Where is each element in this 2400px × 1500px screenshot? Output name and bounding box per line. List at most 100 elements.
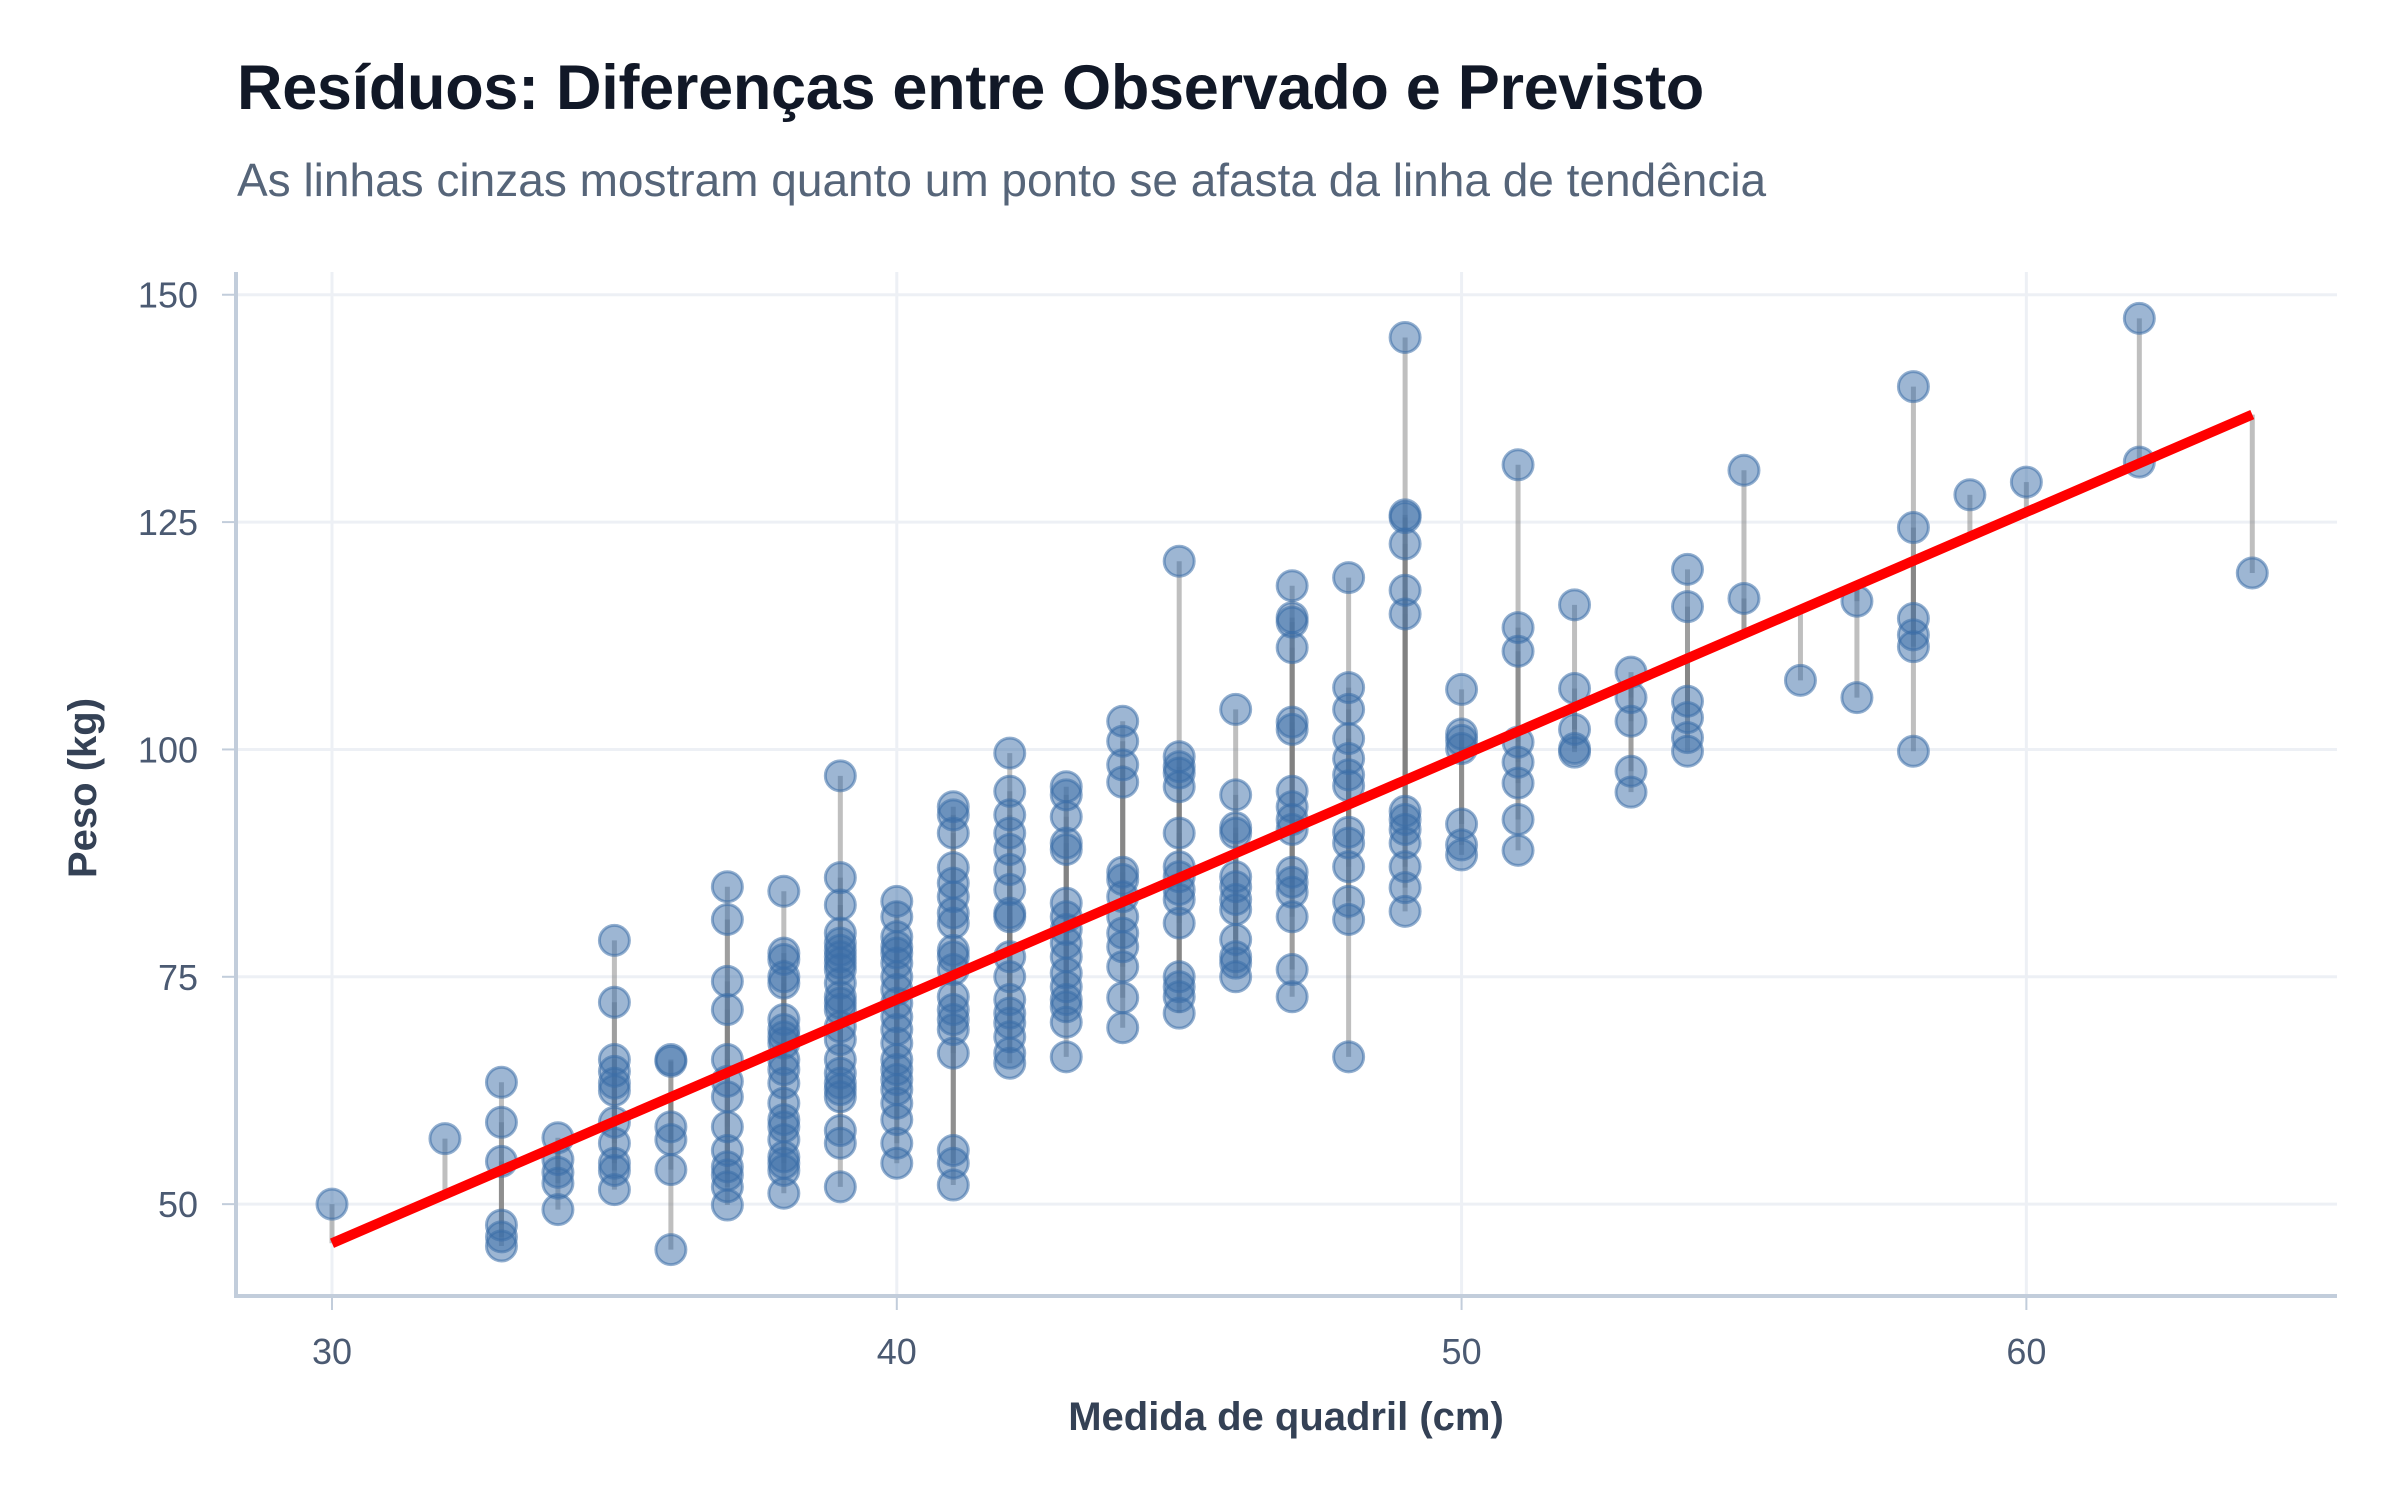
data-point [1332, 692, 1366, 726]
data-point [823, 1170, 857, 1204]
data-points [315, 301, 2269, 1267]
data-point [936, 816, 970, 850]
y-tick-label: 50 [158, 1184, 198, 1225]
data-point [1388, 597, 1422, 631]
data-point [1388, 527, 1422, 561]
data-point [1670, 590, 1704, 624]
data-point [1670, 552, 1704, 586]
x-tick-label: 60 [2006, 1331, 2046, 1372]
data-point [823, 888, 857, 922]
x-tick-label: 40 [877, 1331, 917, 1372]
data-point [541, 1193, 575, 1227]
data-point [1558, 588, 1592, 622]
y-tick-label: 150 [138, 275, 198, 316]
data-point [1332, 1040, 1366, 1074]
data-point [710, 870, 744, 904]
data-point [597, 985, 631, 1019]
y-axis-title: Peso (kg) [61, 698, 105, 878]
data-point [767, 1176, 801, 1210]
data-point [597, 923, 631, 957]
data-point [1049, 1040, 1083, 1074]
data-point [1614, 704, 1648, 738]
chart-subtitle: As linhas cinzas mostram quanto um ponto… [237, 154, 1767, 206]
data-point [710, 1188, 744, 1222]
data-point [1219, 892, 1253, 926]
data-point [2122, 301, 2156, 335]
data-point [597, 1173, 631, 1207]
data-point [1388, 894, 1422, 928]
regression-line [330, 410, 2255, 1248]
data-point [1162, 996, 1196, 1030]
data-point [1896, 734, 1930, 768]
data-point [993, 1046, 1027, 1080]
data-point [1388, 320, 1422, 354]
data-point [823, 1126, 857, 1160]
data-point [1614, 775, 1648, 809]
data-point [1275, 980, 1309, 1014]
data-point [1275, 712, 1309, 746]
data-point [993, 736, 1027, 770]
data-point [1501, 766, 1535, 800]
data-point [936, 906, 970, 940]
axes [222, 272, 2337, 1310]
data-point [1332, 903, 1366, 937]
data-point [1162, 770, 1196, 804]
data-point [1670, 734, 1704, 768]
data-point [1219, 960, 1253, 994]
data-point [1219, 778, 1253, 812]
data-point [1049, 832, 1083, 866]
data-point [1840, 681, 1874, 715]
x-axis-title: Medida de quadril (cm) [1068, 1395, 1504, 1439]
data-point [1783, 663, 1817, 697]
data-point [1106, 1011, 1140, 1045]
grid-lines [236, 272, 2337, 1296]
data-point [1727, 453, 1761, 487]
data-point [710, 993, 744, 1027]
data-point [1896, 630, 1930, 664]
data-point [1953, 478, 1987, 512]
data-point [936, 1036, 970, 1070]
data-point [2009, 465, 2043, 499]
regression-line-group [330, 410, 2255, 1248]
data-point [1219, 692, 1253, 726]
data-point [1501, 802, 1535, 836]
data-point [1896, 370, 1930, 404]
data-point [1558, 735, 1592, 769]
data-point [1275, 900, 1309, 934]
data-point [315, 1187, 349, 1221]
data-point [1275, 569, 1309, 603]
data-point [1275, 953, 1309, 987]
data-point [1162, 906, 1196, 940]
data-point [484, 1065, 518, 1099]
data-point [484, 1229, 518, 1263]
data-point [710, 1080, 744, 1114]
data-point [880, 1146, 914, 1180]
data-point [710, 903, 744, 937]
data-point [767, 874, 801, 908]
data-point [2235, 556, 2269, 590]
data-point [1162, 816, 1196, 850]
data-point [1727, 581, 1761, 615]
data-point [1106, 950, 1140, 984]
x-tick-label: 50 [1442, 1331, 1482, 1372]
data-point [1445, 672, 1479, 706]
x-tick-label: 30 [312, 1331, 352, 1372]
data-point [823, 861, 857, 895]
data-point [1501, 448, 1535, 482]
data-point [1275, 631, 1309, 665]
data-point [1332, 850, 1366, 884]
data-point [1332, 561, 1366, 595]
data-point [484, 1105, 518, 1139]
data-point [1501, 634, 1535, 668]
data-point [654, 1123, 688, 1157]
chart-title: Resíduos: Diferenças entre Observado e P… [237, 53, 1704, 123]
data-point [710, 964, 744, 998]
data-point [428, 1122, 462, 1156]
data-point [936, 1168, 970, 1202]
y-tick-label: 100 [138, 729, 198, 770]
data-point [823, 759, 857, 793]
y-tick-label: 125 [138, 502, 198, 543]
data-point [654, 1153, 688, 1187]
data-point [1445, 838, 1479, 872]
